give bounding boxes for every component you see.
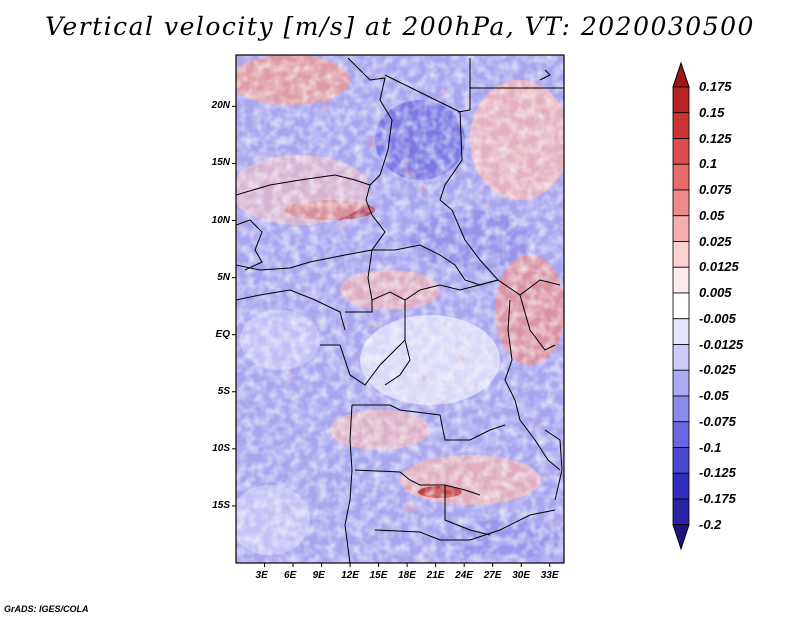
plot-frame bbox=[235, 54, 565, 564]
colorbar-label: 0.0125 bbox=[699, 259, 739, 275]
border-line bbox=[444, 485, 491, 536]
colorbar-label: -0.175 bbox=[699, 491, 736, 506]
latitude-ticks bbox=[232, 105, 236, 507]
latitude-label: 15N bbox=[211, 157, 230, 169]
border-line bbox=[519, 294, 556, 351]
border-line bbox=[236, 219, 263, 271]
latitude-label: 10S bbox=[212, 442, 230, 454]
latitude-label: 10N bbox=[211, 214, 230, 226]
colorbar-label: 0.15 bbox=[699, 104, 725, 120]
longitude-label: 3E bbox=[255, 570, 268, 581]
colorbar-top-triangle bbox=[672, 61, 690, 88]
grads-credit: GrADS: IGES/COLA bbox=[4, 604, 89, 614]
border-line bbox=[236, 174, 371, 196]
colorbar-bottom-triangle bbox=[672, 524, 690, 551]
border-line bbox=[457, 58, 471, 113]
field-texture-warm bbox=[236, 55, 564, 563]
colorbar-label: 0.025 bbox=[699, 233, 732, 249]
vertical-velocity-field bbox=[236, 55, 564, 563]
colorbar-label: 0.005 bbox=[699, 285, 732, 300]
colorbar-bin bbox=[672, 395, 690, 423]
border-line bbox=[320, 339, 406, 386]
colorbar-bin bbox=[672, 472, 690, 500]
colorbar-label: 0.125 bbox=[699, 130, 732, 146]
colorbar-bin bbox=[672, 369, 690, 397]
colorbar-label: 0.05 bbox=[699, 207, 725, 223]
coastline bbox=[344, 404, 353, 563]
latitude-label: 5S bbox=[217, 385, 230, 397]
longitude-label: 33E bbox=[540, 570, 559, 581]
border-line bbox=[347, 57, 393, 301]
colorbar-bin bbox=[672, 241, 690, 268]
colorbar-label: -0.2 bbox=[699, 516, 722, 532]
colorbar-bin bbox=[672, 266, 690, 294]
colorbar-label: 0.075 bbox=[699, 182, 732, 197]
coastline bbox=[236, 289, 346, 331]
coastline bbox=[539, 69, 551, 81]
longitude-label: 24E bbox=[455, 570, 473, 581]
border-line bbox=[354, 469, 481, 496]
colorbar-label: -0.075 bbox=[699, 413, 736, 429]
border-line bbox=[384, 74, 561, 296]
colorbar-bin bbox=[672, 189, 690, 217]
colorbar-label: -0.005 bbox=[699, 310, 736, 326]
longitude-label: 9E bbox=[312, 570, 325, 581]
latitude-label: 15S bbox=[212, 499, 230, 511]
longitude-label: 15E bbox=[369, 570, 388, 581]
border-line bbox=[236, 249, 373, 271]
longitude-label: 12E bbox=[341, 570, 359, 581]
colorbar-label: -0.025 bbox=[699, 362, 736, 378]
colorbar-bin bbox=[672, 498, 690, 526]
country-borders bbox=[236, 57, 564, 563]
colorbar-bin bbox=[672, 215, 690, 242]
border-line bbox=[372, 244, 499, 286]
lake-shore bbox=[504, 299, 561, 471]
colorbar-bin bbox=[672, 447, 690, 474]
colorbar-label: -0.0125 bbox=[699, 336, 744, 352]
colorbar bbox=[672, 61, 690, 551]
lake-shore bbox=[544, 429, 563, 501]
colorbar-label: -0.125 bbox=[699, 465, 736, 481]
longitude-label: 27E bbox=[483, 570, 502, 581]
longitude-label: 30E bbox=[512, 570, 530, 581]
border-line bbox=[384, 300, 411, 386]
border-line bbox=[352, 404, 506, 441]
colorbar-label: -0.05 bbox=[699, 388, 729, 403]
latitude-label: EQ bbox=[215, 328, 230, 340]
longitude-label: 6E bbox=[284, 570, 297, 581]
colorbar-bin bbox=[672, 421, 690, 448]
colorbar-bin bbox=[672, 112, 690, 139]
colorbar-label: 0.1 bbox=[699, 156, 718, 172]
border-line bbox=[374, 509, 556, 541]
colorbar-bin bbox=[672, 138, 690, 165]
colorbar-bin bbox=[672, 318, 690, 345]
colorbar-bin bbox=[672, 86, 690, 114]
colorbar-bin bbox=[672, 292, 690, 320]
border-line bbox=[345, 300, 373, 313]
colorbar-bin bbox=[672, 163, 690, 191]
colorbar-label: 0.175 bbox=[699, 79, 732, 94]
longitude-label: 21E bbox=[426, 570, 445, 581]
longitude-label: 18E bbox=[398, 570, 416, 581]
longitude-ticks bbox=[264, 563, 551, 567]
colorbar-bin bbox=[672, 344, 690, 371]
border-line bbox=[371, 279, 499, 301]
latitude-label: 20N bbox=[211, 100, 230, 112]
latitude-label: 5N bbox=[217, 271, 230, 283]
chart-title: Vertical velocity [m/s] at 200hPa, VT: 2… bbox=[45, 12, 755, 41]
colorbar-label: -0.1 bbox=[699, 439, 722, 455]
